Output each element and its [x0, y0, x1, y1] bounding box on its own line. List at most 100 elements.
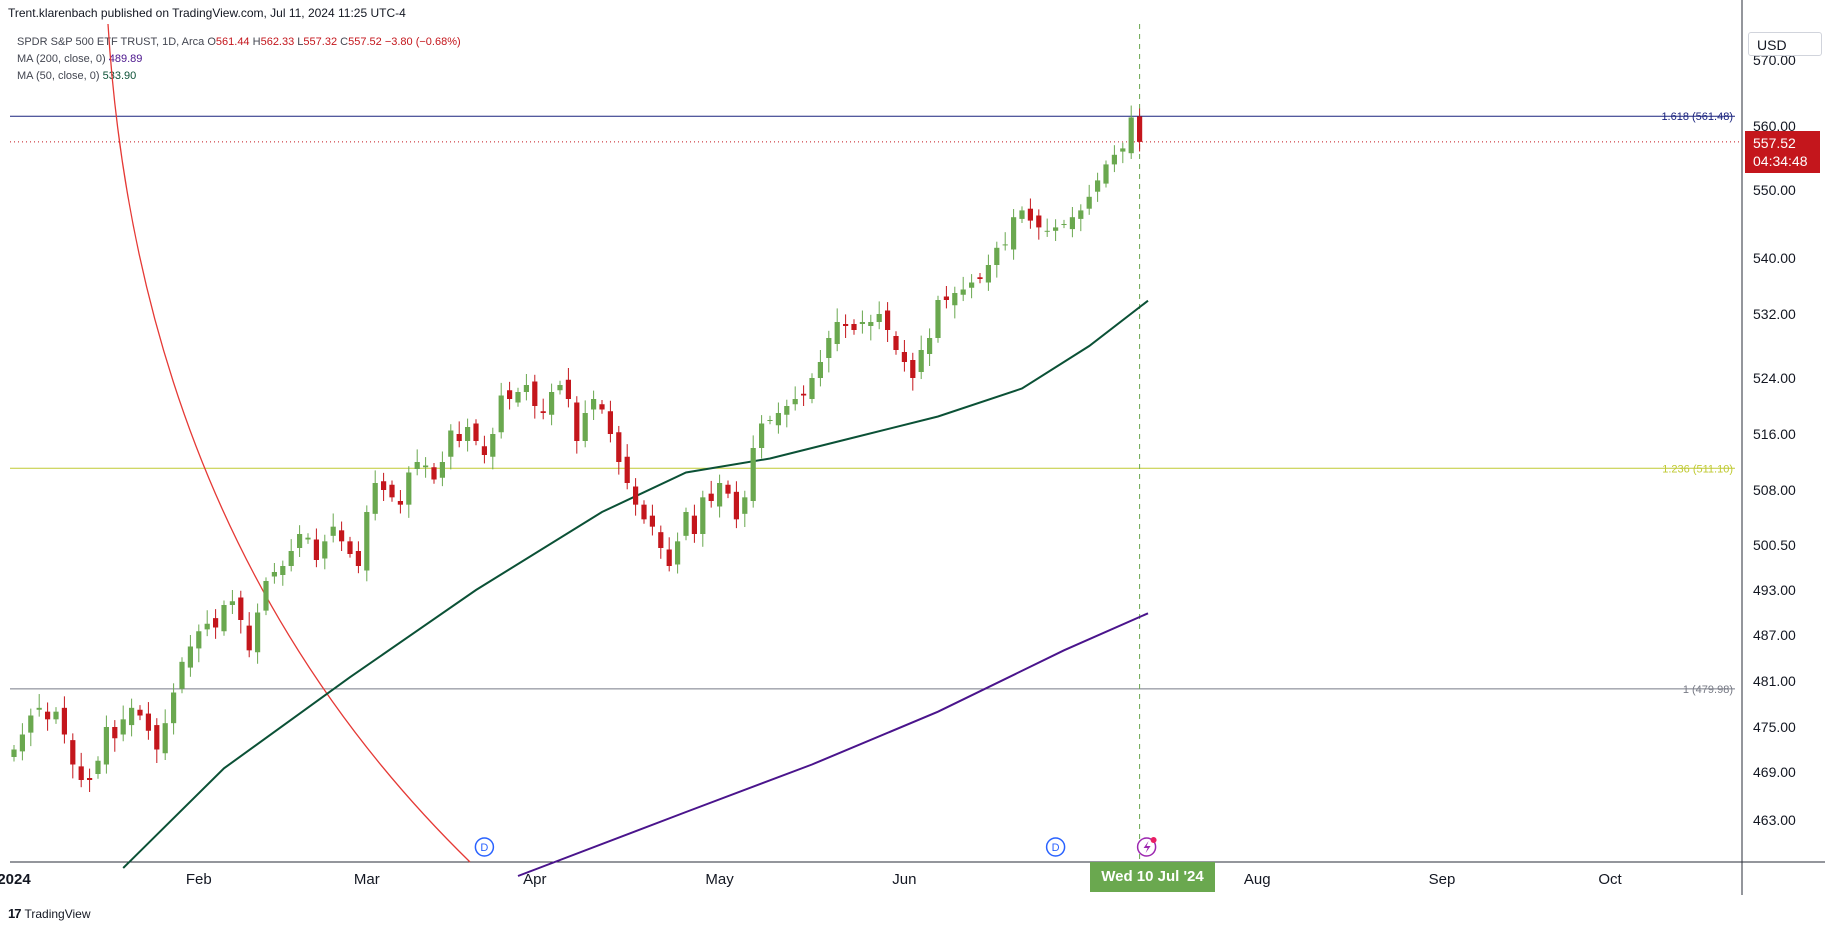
candle-body[interactable] — [229, 601, 235, 605]
candle-body[interactable] — [431, 467, 437, 480]
candle-body[interactable] — [238, 597, 244, 621]
candle-body[interactable] — [641, 504, 647, 520]
candle-body[interactable] — [1095, 180, 1101, 192]
candle-body[interactable] — [691, 515, 697, 534]
candle-body[interactable] — [1027, 208, 1033, 221]
candle-body[interactable] — [927, 338, 933, 354]
candle-body[interactable] — [994, 247, 1000, 265]
candle-body[interactable] — [507, 390, 513, 399]
candle-body[interactable] — [322, 541, 328, 559]
candle-body[interactable] — [364, 512, 370, 571]
candle-body[interactable] — [171, 692, 177, 724]
candle-body[interactable] — [179, 661, 185, 689]
legend-ma50-row[interactable]: MA (50, close, 0) 533.90 — [17, 68, 461, 85]
candle-body[interactable] — [129, 707, 135, 726]
candle-body[interactable] — [490, 434, 496, 457]
candle-body[interactable] — [633, 486, 639, 505]
candle-body[interactable] — [1128, 117, 1134, 154]
candle-body[interactable] — [1069, 217, 1075, 230]
candle-body[interactable] — [406, 472, 412, 505]
candle-body[interactable] — [481, 446, 487, 455]
candle-body[interactable] — [280, 566, 286, 575]
candle-body[interactable] — [1078, 210, 1084, 219]
candle-body[interactable] — [95, 760, 101, 774]
candle-body[interactable] — [700, 497, 706, 534]
candle-body[interactable] — [498, 395, 504, 433]
candle-body[interactable] — [557, 385, 563, 391]
legend-ma200-row[interactable]: MA (200, close, 0) 489.89 — [17, 51, 461, 68]
candle-body[interactable] — [666, 549, 672, 567]
candle-body[interactable] — [801, 393, 807, 396]
candle-body[interactable] — [381, 481, 387, 490]
candle-body[interactable] — [204, 623, 210, 630]
candle-body[interactable] — [717, 483, 723, 507]
candle-body[interactable] — [876, 314, 882, 322]
candle-body[interactable] — [582, 413, 588, 441]
candle-body[interactable] — [246, 625, 252, 651]
candle-body[interactable] — [120, 719, 126, 735]
candle-body[interactable] — [439, 462, 445, 478]
candle-body[interactable] — [708, 493, 714, 501]
candle-body[interactable] — [1111, 154, 1117, 165]
candle-body[interactable] — [985, 265, 991, 283]
candle-body[interactable] — [549, 392, 555, 415]
candle-body[interactable] — [313, 539, 319, 561]
candle-body[interactable] — [448, 430, 454, 457]
candle-body[interactable] — [263, 581, 269, 611]
candle-body[interactable] — [792, 399, 798, 405]
candle-body[interactable] — [565, 379, 571, 399]
candle-body[interactable] — [817, 362, 823, 378]
candle-body[interactable] — [742, 497, 748, 514]
ma50-line[interactable] — [122, 299, 1149, 869]
candle-body[interactable] — [196, 631, 202, 649]
candle-body[interactable] — [1137, 116, 1143, 142]
candle-body[interactable] — [885, 310, 891, 331]
candle-body[interactable] — [297, 534, 303, 548]
candle-body[interactable] — [87, 778, 93, 780]
candle-body[interactable] — [826, 338, 832, 358]
candle-body[interactable] — [36, 707, 42, 710]
candle-body[interactable] — [213, 618, 219, 628]
candle-body[interactable] — [952, 293, 958, 306]
candle-body[interactable] — [893, 336, 899, 350]
candle-body[interactable] — [397, 501, 403, 505]
candle-body[interactable] — [11, 749, 17, 758]
candle-body[interactable] — [918, 350, 924, 372]
candle-body[interactable] — [750, 448, 756, 501]
candle-body[interactable] — [330, 526, 336, 536]
candle-body[interactable] — [859, 322, 865, 324]
candle-body[interactable] — [145, 713, 151, 731]
candle-body[interactable] — [607, 411, 613, 434]
candle-body[interactable] — [271, 572, 277, 577]
candle-body[interactable] — [1061, 224, 1067, 225]
candle-body[interactable] — [759, 423, 765, 449]
footer-branding[interactable]: 17 TradingView — [8, 906, 91, 921]
candle-body[interactable] — [112, 727, 118, 739]
candle-body[interactable] — [1120, 148, 1126, 152]
candle-body[interactable] — [154, 725, 160, 750]
candle-body[interactable] — [943, 296, 949, 301]
legend-symbol-row[interactable]: SPDR S&P 500 ETF TRUST, 1D, Arca O561.44… — [17, 34, 461, 51]
candle-body[interactable] — [851, 324, 857, 330]
candle-body[interactable] — [515, 392, 521, 403]
candle-body[interactable] — [574, 402, 580, 442]
candle-body[interactable] — [767, 420, 773, 421]
candle-body[interactable] — [347, 541, 353, 554]
candle-body[interactable] — [935, 300, 941, 338]
candle-body[interactable] — [372, 483, 378, 514]
candle-body[interactable] — [834, 322, 840, 344]
candle-body[interactable] — [683, 512, 689, 536]
candle-body[interactable] — [1011, 217, 1017, 250]
candle-body[interactable] — [414, 462, 420, 469]
candle-body[interactable] — [843, 324, 849, 326]
candle-body[interactable] — [162, 723, 168, 754]
candle-body[interactable] — [1103, 164, 1109, 184]
candle-body[interactable] — [969, 282, 975, 288]
candle-body[interactable] — [1019, 210, 1025, 219]
candle-body[interactable] — [675, 541, 681, 565]
candle-body[interactable] — [868, 322, 874, 326]
candle-body[interactable] — [733, 491, 739, 520]
candle-body[interactable] — [1002, 244, 1008, 246]
candle-body[interactable] — [624, 456, 630, 483]
